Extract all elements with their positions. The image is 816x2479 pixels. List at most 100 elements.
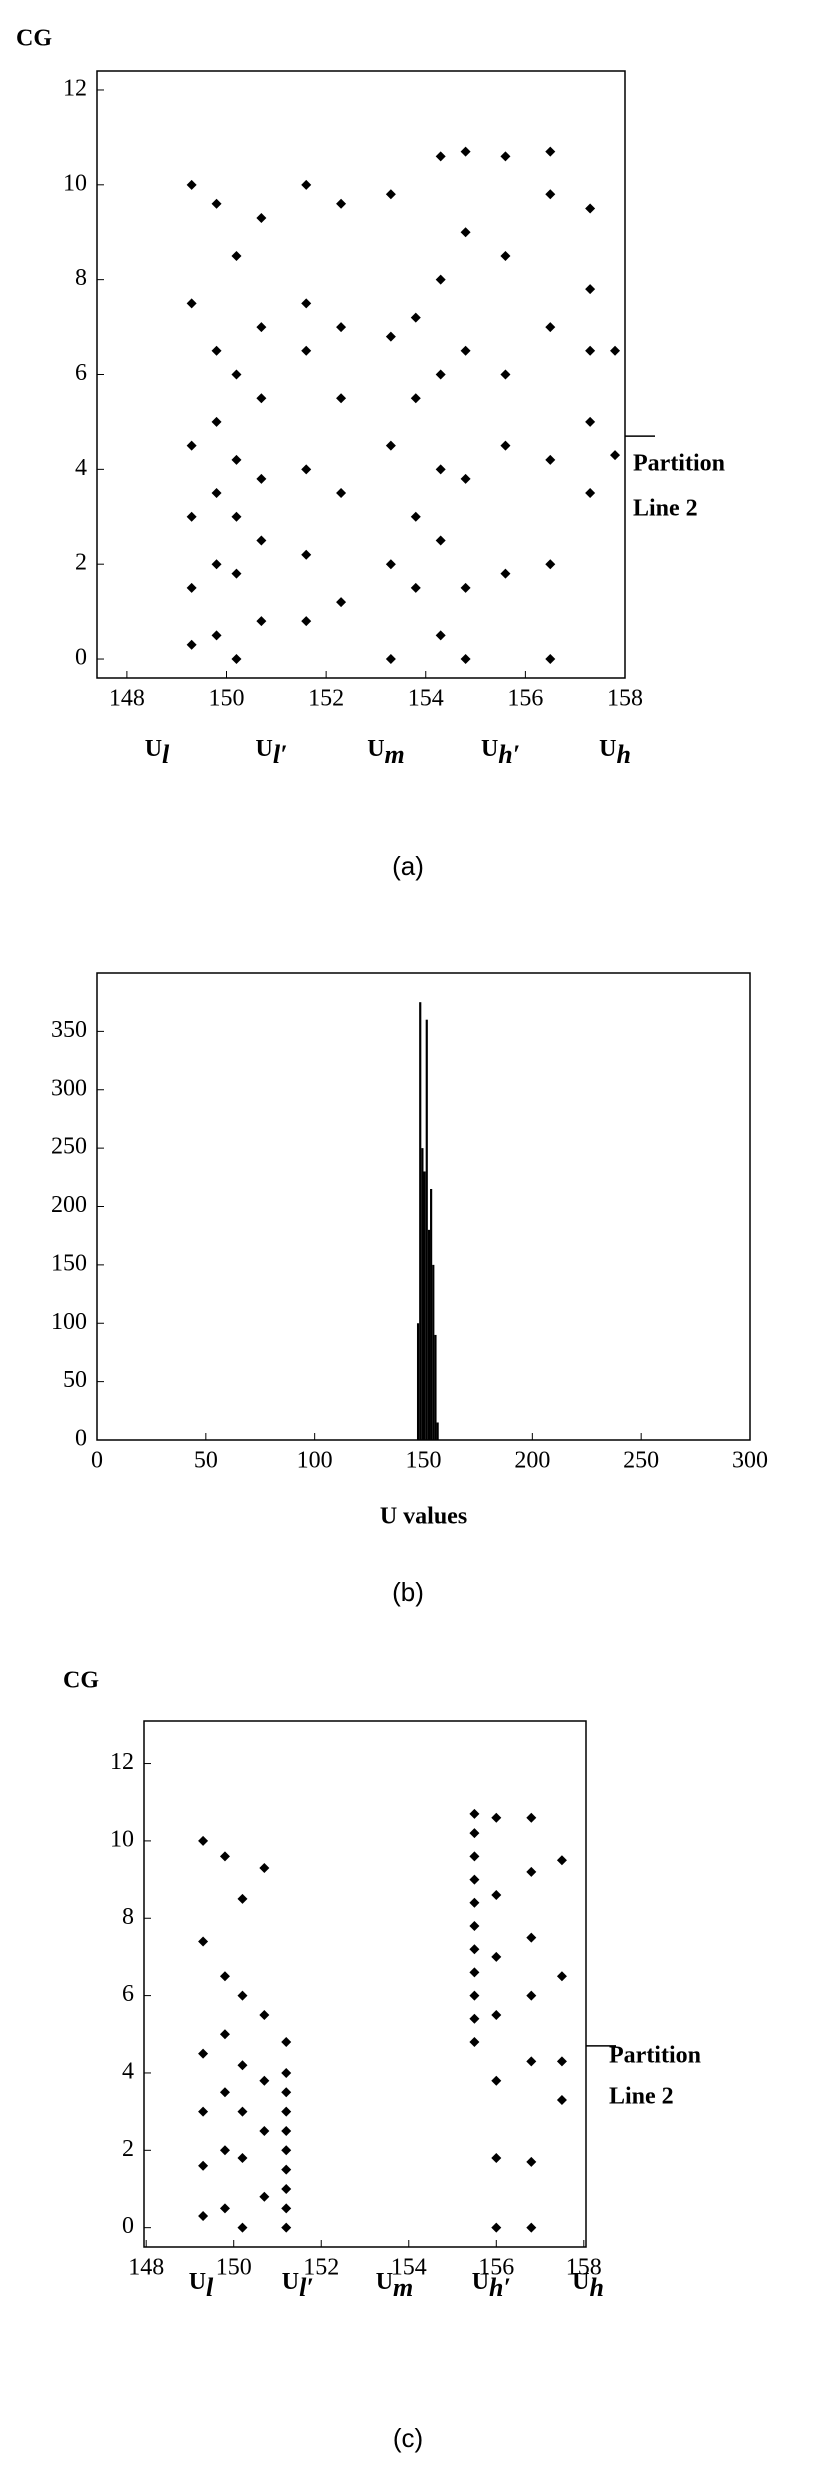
y-tick-label: 0 <box>75 1426 87 1452</box>
point <box>211 630 222 641</box>
point <box>491 2075 502 2086</box>
x-tick-label: 154 <box>391 2255 427 2281</box>
u-label-main: U <box>256 736 273 762</box>
point <box>545 559 556 570</box>
point <box>585 416 596 427</box>
point <box>219 2145 230 2156</box>
y-axis-label: CG <box>16 26 52 52</box>
point <box>500 568 511 579</box>
x-tick-label: 156 <box>507 686 543 712</box>
point <box>256 535 267 546</box>
histogram-bar <box>423 1171 426 1440</box>
y-tick-label: 6 <box>122 1981 134 2007</box>
histogram-bar <box>434 1334 437 1440</box>
point <box>256 616 267 627</box>
point <box>435 151 446 162</box>
point <box>259 2009 270 2020</box>
x-tick-label: 200 <box>514 1448 550 1474</box>
point <box>460 345 471 356</box>
x-tick-label: 150 <box>406 1448 442 1474</box>
point <box>460 227 471 238</box>
point <box>281 2183 292 2194</box>
point <box>281 2125 292 2136</box>
y-tick-label: 8 <box>75 265 87 291</box>
point <box>556 1971 567 1982</box>
y-tick-label: 8 <box>122 1904 134 1930</box>
u-label: Ul <box>189 2269 214 2302</box>
point <box>585 488 596 499</box>
point <box>435 274 446 285</box>
point <box>491 1890 502 1901</box>
point <box>259 2191 270 2202</box>
histogram-bar <box>432 1264 435 1440</box>
point <box>281 2203 292 2214</box>
point <box>336 198 347 209</box>
point <box>545 654 556 665</box>
point <box>435 630 446 641</box>
point <box>500 250 511 261</box>
point <box>385 440 396 451</box>
point <box>231 454 242 465</box>
x-tick-label: 250 <box>623 1448 659 1474</box>
point <box>491 2153 502 2164</box>
y-tick-label: 200 <box>51 1192 87 1218</box>
point <box>259 2125 270 2136</box>
y-tick-label: 12 <box>110 1749 134 1775</box>
point <box>219 2087 230 2098</box>
point <box>256 393 267 404</box>
u-label-main: U <box>367 736 384 762</box>
point <box>410 582 421 593</box>
point <box>231 250 242 261</box>
y-tick-label: 250 <box>51 1134 87 1160</box>
point <box>237 1893 248 1904</box>
point <box>281 2037 292 2048</box>
y-tick-label: 12 <box>63 75 87 101</box>
y-tick-label: 300 <box>51 1075 87 1101</box>
point <box>556 2095 567 2106</box>
histogram-bar <box>416 1323 420 1440</box>
y-tick-label: 10 <box>63 170 87 196</box>
u-label-main: U <box>572 2269 589 2295</box>
point <box>237 2106 248 2117</box>
point <box>500 369 511 380</box>
x-tick-label: 156 <box>478 2255 514 2281</box>
point <box>385 559 396 570</box>
point <box>500 151 511 162</box>
point <box>301 549 312 560</box>
u-label-sub: m <box>385 740 405 769</box>
caption: (c) <box>393 2423 423 2453</box>
x-tick-label: 152 <box>303 2255 339 2281</box>
point <box>491 2009 502 2020</box>
partition-label: Line 2 <box>609 2084 674 2110</box>
point <box>469 1990 480 2001</box>
u-label: Ul′ <box>256 736 288 769</box>
point <box>526 2156 537 2167</box>
point <box>281 2067 292 2078</box>
point <box>491 1812 502 1823</box>
point <box>545 454 556 465</box>
point <box>410 511 421 522</box>
point <box>469 1967 480 1978</box>
point <box>526 1866 537 1877</box>
u-label-main: U <box>472 2269 489 2295</box>
point <box>435 535 446 546</box>
u-label-main: U <box>189 2269 206 2295</box>
y-tick-label: 0 <box>122 2213 134 2239</box>
point <box>385 654 396 665</box>
point <box>256 473 267 484</box>
x-tick-label: 152 <box>308 686 344 712</box>
partition-label: Partition <box>633 451 725 477</box>
histogram-bar <box>436 1422 439 1440</box>
point <box>281 2145 292 2156</box>
point <box>469 1828 480 1839</box>
x-tick-label: 0 <box>91 1448 103 1474</box>
point <box>211 559 222 570</box>
u-label-sub: l′ <box>273 740 288 769</box>
y-tick-label: 6 <box>75 360 87 386</box>
histogram-bar <box>421 1148 424 1440</box>
point <box>198 2048 209 2059</box>
point <box>198 1936 209 1947</box>
point <box>460 473 471 484</box>
point <box>211 345 222 356</box>
u-label: Uh <box>599 736 631 769</box>
